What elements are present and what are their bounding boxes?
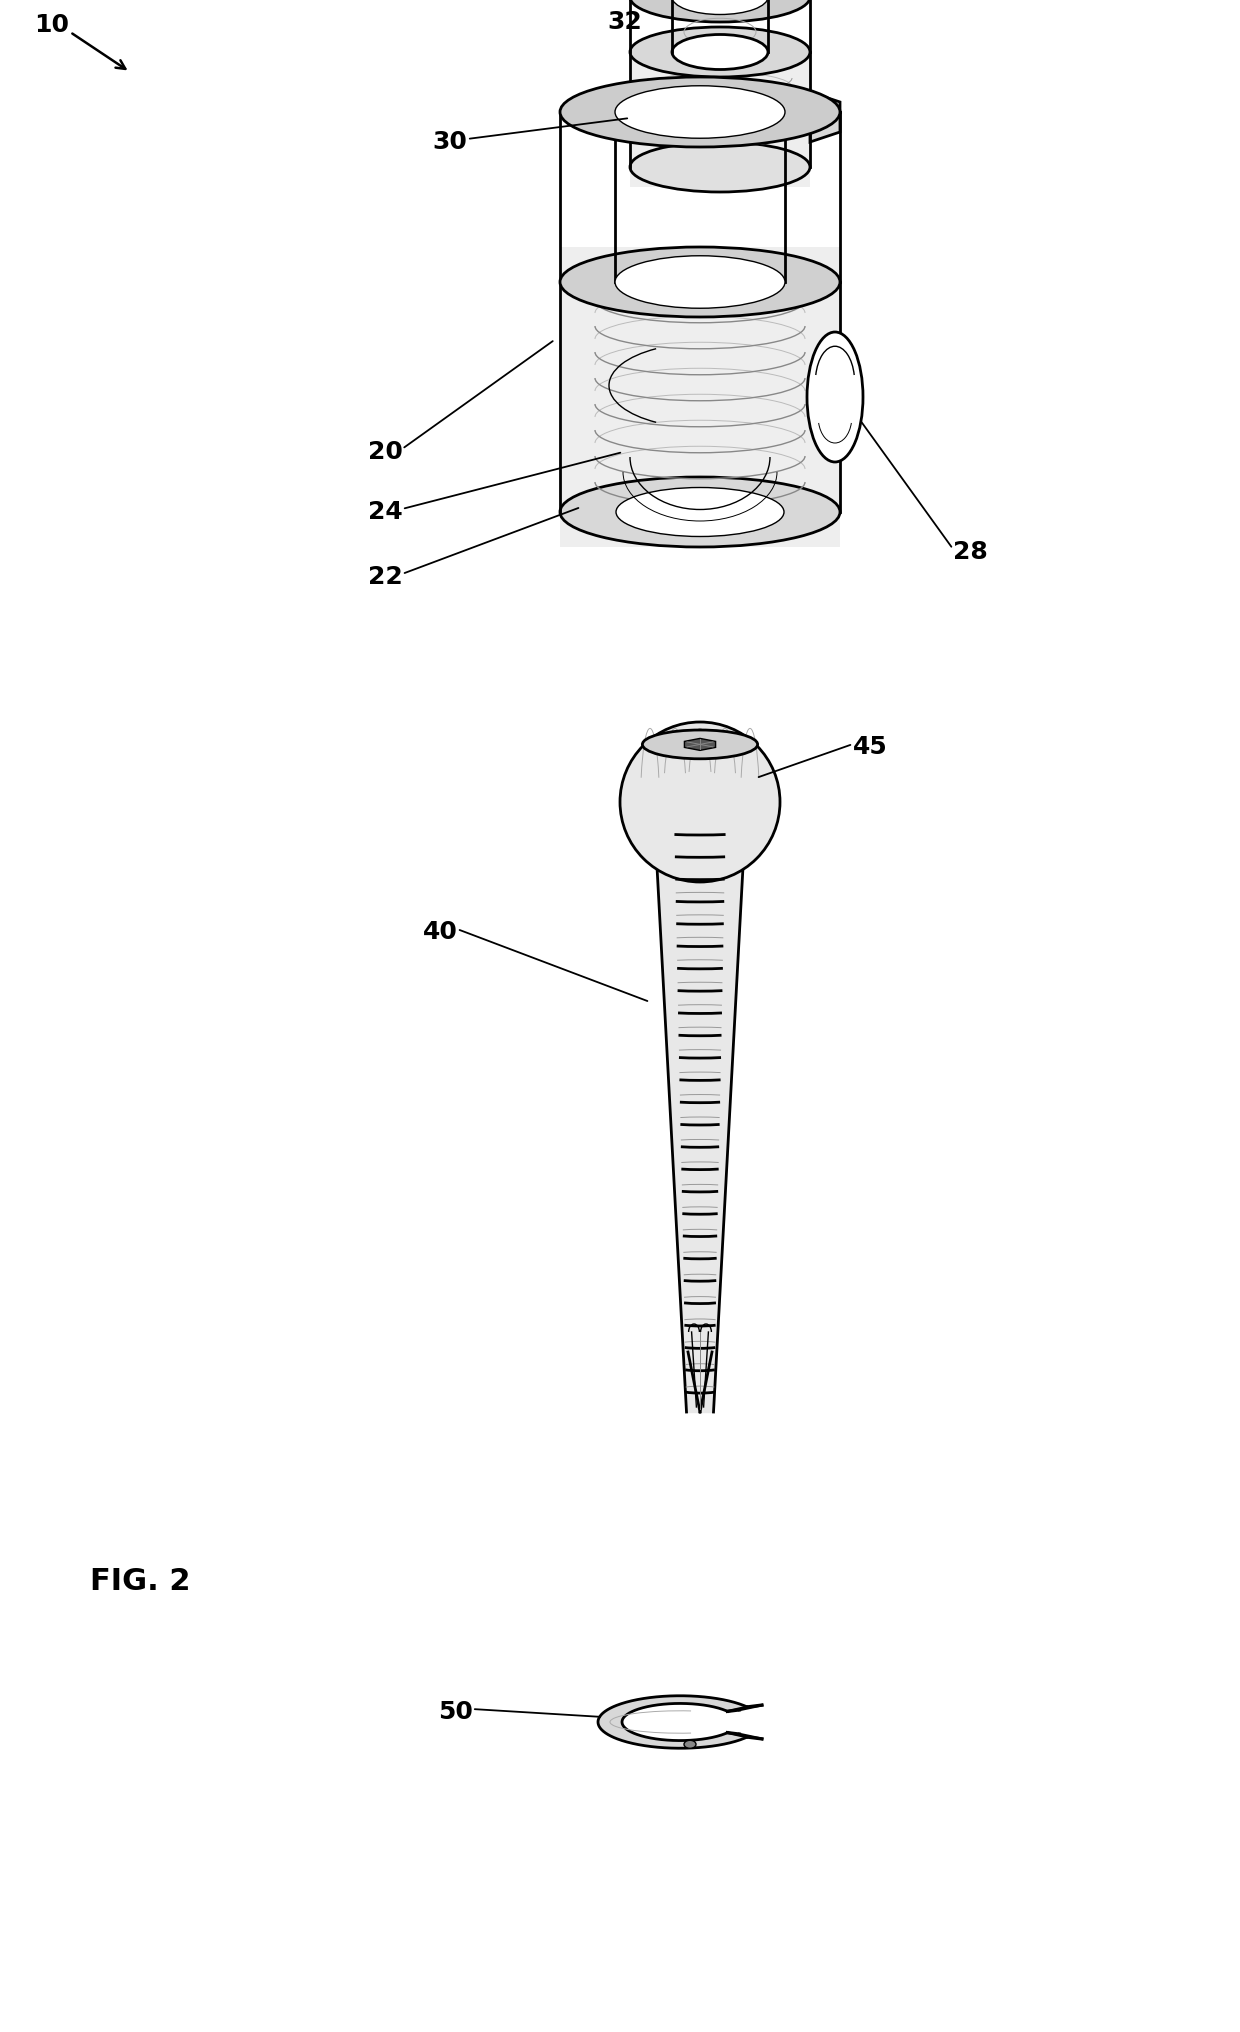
Ellipse shape [642, 729, 758, 758]
Ellipse shape [560, 248, 839, 317]
Text: 28: 28 [952, 541, 987, 565]
Text: FIG. 2: FIG. 2 [91, 1567, 191, 1597]
Text: 22: 22 [367, 565, 402, 589]
Text: 45: 45 [853, 736, 888, 760]
Ellipse shape [615, 256, 785, 309]
Polygon shape [810, 91, 839, 142]
Ellipse shape [807, 331, 863, 461]
Text: 32: 32 [608, 10, 642, 35]
Ellipse shape [616, 488, 784, 536]
Ellipse shape [630, 26, 810, 77]
Ellipse shape [560, 478, 839, 547]
Polygon shape [560, 248, 839, 547]
Text: 30: 30 [433, 130, 467, 154]
Ellipse shape [672, 35, 768, 69]
Polygon shape [630, 53, 810, 187]
Text: 10: 10 [35, 12, 69, 37]
Text: 24: 24 [367, 500, 402, 524]
Ellipse shape [630, 0, 810, 22]
Text: 40: 40 [423, 920, 458, 945]
Text: 20: 20 [367, 441, 403, 463]
Polygon shape [684, 738, 715, 750]
Ellipse shape [615, 85, 785, 138]
Ellipse shape [620, 721, 780, 882]
Ellipse shape [630, 142, 810, 191]
Polygon shape [598, 1697, 748, 1748]
Text: 50: 50 [438, 1701, 472, 1723]
Ellipse shape [684, 1739, 696, 1748]
Ellipse shape [560, 77, 839, 146]
Ellipse shape [672, 0, 768, 14]
